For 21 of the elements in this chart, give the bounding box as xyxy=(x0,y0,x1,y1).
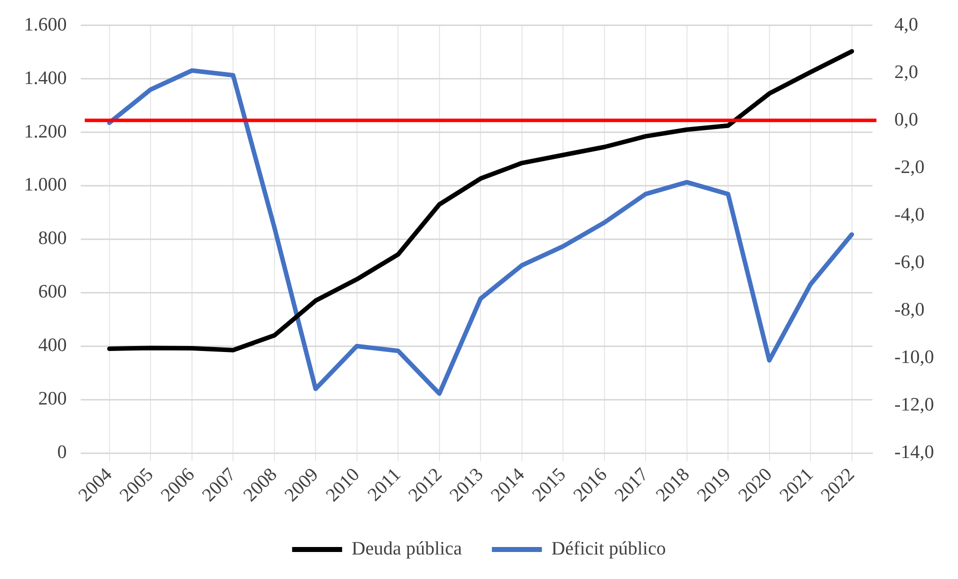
legend-label: Deuda pública xyxy=(352,538,462,560)
y-tick-label: 1.600 xyxy=(24,14,67,36)
y2-tick-label: -14,0 xyxy=(894,442,934,463)
y-tick-label: 1.400 xyxy=(24,68,67,89)
y-tick-label: 200 xyxy=(38,388,67,410)
y2-tick-label: 4,0 xyxy=(894,14,918,36)
y-tick-label: 400 xyxy=(38,335,67,356)
y2-tick-label: 0,0 xyxy=(894,109,918,130)
y2-tick-label: 2,0 xyxy=(894,62,918,83)
y2-tick-label: -12,0 xyxy=(894,394,934,416)
y2-tick-label: -6,0 xyxy=(894,252,924,273)
y-tick-label: 0 xyxy=(57,442,67,463)
y2-tick-label: -4,0 xyxy=(894,204,924,226)
y-tick-label: 1.200 xyxy=(24,121,67,142)
legend-label: Déficit público xyxy=(551,538,666,560)
y-tick-label: 800 xyxy=(38,228,67,250)
y-tick-label: 1.000 xyxy=(24,174,67,196)
y2-tick-label: -2,0 xyxy=(894,156,924,178)
y-tick-label: 600 xyxy=(38,282,67,303)
y2-tick-label: -10,0 xyxy=(894,346,934,368)
y2-tick-label: -8,0 xyxy=(894,299,924,320)
